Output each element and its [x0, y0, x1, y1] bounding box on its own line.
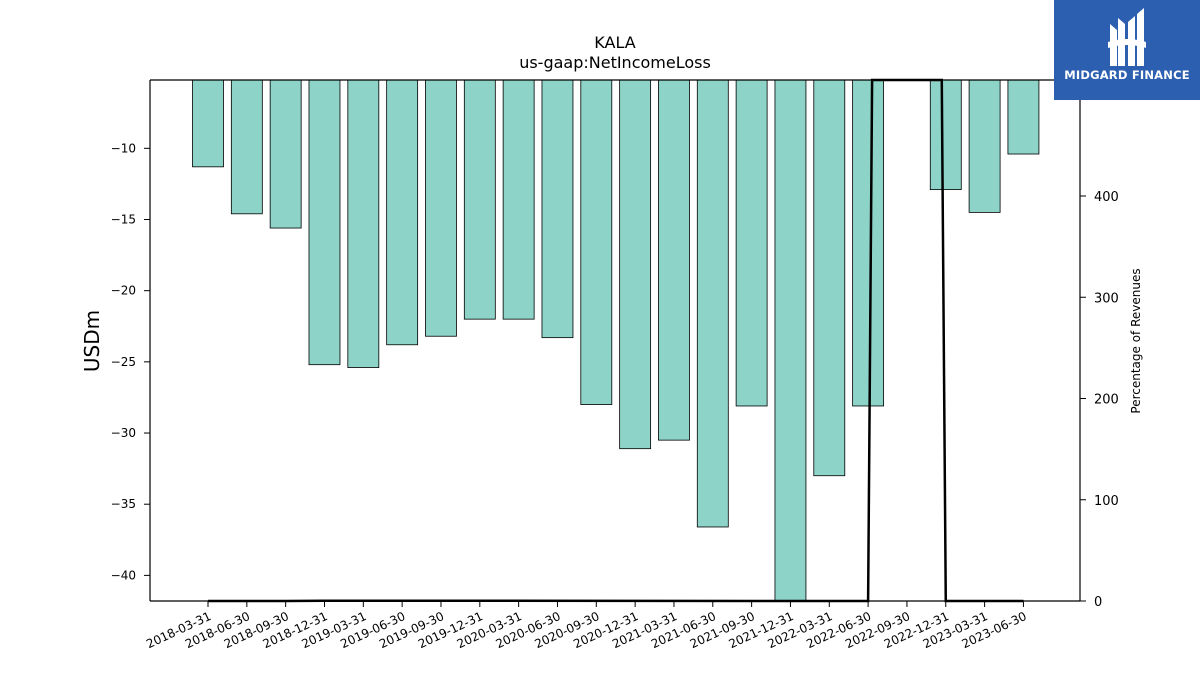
y-tick-label: −35 [111, 497, 136, 511]
bar-2019-06-30 [386, 79, 419, 346]
bar-2020-09-30 [580, 79, 613, 405]
bar-2021-09-30 [735, 79, 768, 407]
bar-2019-03-31 [347, 79, 380, 368]
chart-title: KALA [594, 33, 635, 52]
y-tick-label: −40 [111, 568, 136, 582]
y-axis-label: USDm [80, 310, 104, 372]
bar-2021-06-30 [696, 79, 729, 528]
bar-2018-12-31 [308, 79, 341, 366]
y-tick-label: −20 [111, 284, 136, 298]
y-tick-label: −30 [111, 426, 136, 440]
bar-2021-12-31 [774, 79, 807, 602]
midgard-logo-icon [1108, 8, 1146, 66]
y2-tick-label: 100 [1094, 494, 1119, 509]
bar-2020-06-30 [541, 79, 574, 339]
brand-name: MIDGARD FINANCE [1064, 68, 1190, 82]
y-tick-label: −10 [111, 141, 136, 155]
bar-2020-03-31 [502, 79, 535, 320]
y2-tick-label: 400 [1094, 190, 1119, 205]
y2-axis-label: Percentage of Revenues [1129, 268, 1143, 413]
bar-2018-09-30 [269, 79, 302, 229]
bars-group [192, 79, 1040, 602]
bar-2021-03-31 [658, 79, 690, 441]
bar-2022-12-31 [929, 79, 962, 191]
bar-2018-06-30 [230, 79, 263, 215]
brand-logo: MIDGARD FINANCE [1054, 0, 1200, 100]
bar-2023-03-31 [968, 79, 1001, 213]
bar-2020-12-31 [619, 79, 652, 450]
bar-2019-09-30 [425, 79, 457, 337]
bar-2022-03-31 [813, 79, 846, 477]
y2-tick-label: 200 [1094, 393, 1119, 408]
y-tick-label: −15 [111, 213, 136, 227]
chart-subtitle: us-gaap:NetIncomeLoss [519, 53, 711, 72]
y-tick-label: −25 [111, 355, 136, 369]
y2-tick-label: 0 [1094, 595, 1102, 610]
bar-2023-06-30 [1007, 79, 1040, 155]
bar-2018-03-31 [192, 79, 224, 168]
bar-2019-12-31 [463, 79, 496, 320]
bar-2022-06-30 [852, 79, 885, 407]
y2-tick-label: 300 [1094, 291, 1119, 306]
